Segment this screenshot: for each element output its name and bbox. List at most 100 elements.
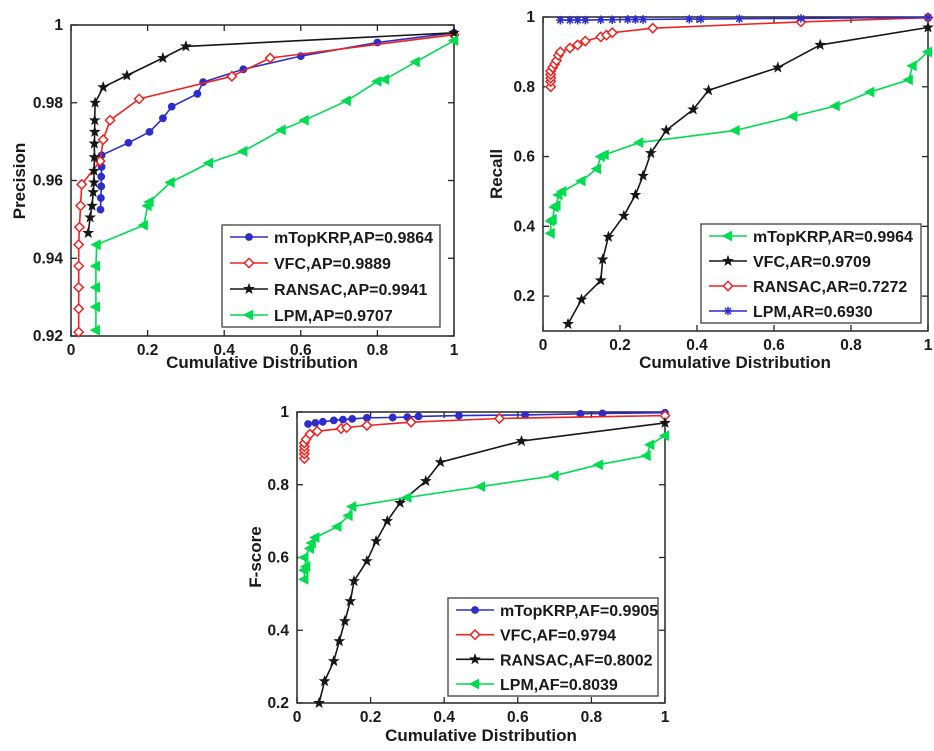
asterisk-marker bbox=[624, 15, 632, 24]
legend-entry-LPM: LPM,AF=0.8039 bbox=[456, 677, 618, 694]
star-marker bbox=[394, 496, 406, 508]
triangle-left-marker bbox=[721, 230, 733, 242]
triangle-left-marker bbox=[202, 157, 213, 169]
triangle-left-marker bbox=[340, 95, 351, 107]
star-marker bbox=[89, 96, 102, 108]
star-marker bbox=[86, 199, 98, 211]
triangle-left-marker bbox=[409, 56, 420, 68]
triangle-left-marker bbox=[447, 35, 459, 46]
circle-marker bbox=[97, 182, 106, 191]
LPM-line bbox=[303, 434, 666, 580]
circle-marker bbox=[193, 89, 202, 98]
legend-entry-VFC: VFC,AP=0.9889 bbox=[230, 256, 391, 273]
x-tick-label: 0.6 bbox=[763, 337, 785, 354]
diamond-marker bbox=[606, 27, 618, 39]
star-marker bbox=[361, 554, 373, 567]
diamond-marker bbox=[76, 178, 88, 191]
triangle-left-marker bbox=[548, 470, 559, 482]
star-marker bbox=[318, 675, 331, 687]
star-marker bbox=[327, 655, 340, 667]
y-tick-label: 0.8 bbox=[513, 79, 535, 96]
x-tick-label: 0.8 bbox=[581, 709, 603, 726]
star-marker bbox=[660, 124, 673, 136]
diamond-marker bbox=[264, 52, 276, 64]
legend: mTopKRP,AR=0.9964 VFC,AR=0.9709 RANSAC,AR=… bbox=[700, 223, 922, 324]
star-marker bbox=[515, 434, 528, 447]
legend-entry-LPM: LPM,AR=0.6930 bbox=[709, 304, 873, 321]
precision-yaxis-label: Precision bbox=[10, 142, 29, 220]
diamond-marker bbox=[311, 425, 323, 437]
mTopKRP-markers bbox=[304, 408, 669, 428]
diamond-marker bbox=[722, 280, 734, 292]
fscore-chart: 0 0.2 0.4 0.6 0.8 1 0.2 0.4 0.6 0.8 1 mTopKRP,AF=0.… bbox=[230, 385, 704, 751]
triangle-left-marker bbox=[303, 542, 314, 554]
diamond-marker bbox=[659, 409, 671, 422]
RANSAC-line bbox=[87, 32, 455, 234]
recall-yaxis-label: Recall bbox=[487, 148, 506, 200]
legend-box bbox=[700, 223, 922, 324]
axis-ticks: 0 0.2 0.4 0.6 0.8 1 0.92 0.94 0.96 0.98 1 bbox=[33, 17, 459, 359]
x-tick-label: 0.8 bbox=[367, 342, 389, 359]
triangle-left-marker bbox=[89, 260, 100, 272]
triangle-left-marker bbox=[575, 175, 586, 187]
star-marker bbox=[722, 254, 734, 267]
recall-chart: 0 0.2 0.4 0.6 0.8 1 0.2 0.4 0.6 0.8 1 mTopKRP,AR=0.… bbox=[467, 0, 934, 385]
star-marker bbox=[88, 164, 100, 176]
x-tick-label: 1 bbox=[450, 342, 459, 359]
triangle-left-marker bbox=[89, 301, 100, 313]
asterisk-marker bbox=[639, 15, 647, 24]
y-tick-label: 0.94 bbox=[33, 250, 64, 267]
y-tick-label: 1 bbox=[54, 17, 63, 34]
star-marker bbox=[381, 514, 394, 527]
star-marker bbox=[88, 151, 101, 163]
RANSAC-markers bbox=[82, 26, 460, 239]
legend: mTopKRP,AP=0.9864 VFC,AP=0.9889 RANSAC,AP=… bbox=[221, 224, 441, 328]
star-marker bbox=[434, 456, 447, 468]
legend-entry-mTopKRP: mTopKRP,AP=0.9864 bbox=[230, 230, 433, 247]
precision-chart: 0 0.2 0.4 0.6 0.8 1 0.92 0.94 0.96 0.98 1 mTopKRP,A… bbox=[0, 0, 467, 385]
triangle-left-marker bbox=[902, 74, 913, 86]
y-tick-label: 1 bbox=[280, 404, 289, 421]
diamond-marker bbox=[405, 416, 417, 428]
circle-marker bbox=[576, 409, 585, 418]
star-marker bbox=[82, 226, 95, 239]
legend-label: VFC,AF=0.9794 bbox=[500, 628, 616, 645]
star-marker bbox=[97, 81, 110, 93]
diamond-marker bbox=[361, 419, 373, 432]
VFC-markers bbox=[298, 409, 671, 465]
legend-label: LPM,AR=0.6930 bbox=[753, 304, 873, 321]
diamond-marker bbox=[72, 260, 85, 272]
diamond-marker bbox=[554, 46, 566, 58]
triangle-left-marker bbox=[729, 124, 740, 136]
triangle-left-marker bbox=[658, 430, 670, 442]
star-marker bbox=[88, 113, 101, 126]
y-tick-label: 0.4 bbox=[513, 218, 535, 235]
star-marker bbox=[687, 103, 700, 115]
triangle-left-marker bbox=[89, 324, 100, 336]
mTopKRP-line bbox=[549, 51, 929, 234]
star-marker bbox=[87, 186, 100, 198]
asterisk-marker bbox=[685, 15, 693, 23]
x-tick-label: 0.2 bbox=[137, 342, 159, 359]
asterisk-marker bbox=[581, 16, 589, 24]
diamond-marker bbox=[493, 412, 506, 425]
star-marker bbox=[333, 635, 346, 647]
star-marker bbox=[419, 474, 432, 487]
circle-marker bbox=[245, 233, 253, 241]
legend-entry-RANSAC: RANSAC,AP=0.9941 bbox=[230, 282, 428, 299]
triangle-left-marker bbox=[298, 114, 309, 126]
circle-marker bbox=[471, 606, 479, 614]
asterisk-marker bbox=[566, 16, 574, 24]
star-marker bbox=[88, 176, 100, 188]
triangle-left-marker bbox=[342, 510, 353, 522]
axis-ticks: 0 0.2 0.4 0.6 0.8 10.20.40.60.81 bbox=[267, 404, 669, 726]
triangle-left-marker bbox=[544, 227, 555, 239]
asterisk-marker bbox=[556, 16, 564, 24]
asterisk-marker bbox=[574, 16, 582, 24]
circle-marker bbox=[97, 172, 106, 181]
circle-marker bbox=[96, 194, 105, 202]
triangle-left-marker bbox=[829, 100, 840, 112]
star-marker bbox=[448, 26, 460, 38]
star-marker bbox=[88, 125, 101, 137]
legend-label: LPM,AP=0.9707 bbox=[274, 308, 393, 325]
